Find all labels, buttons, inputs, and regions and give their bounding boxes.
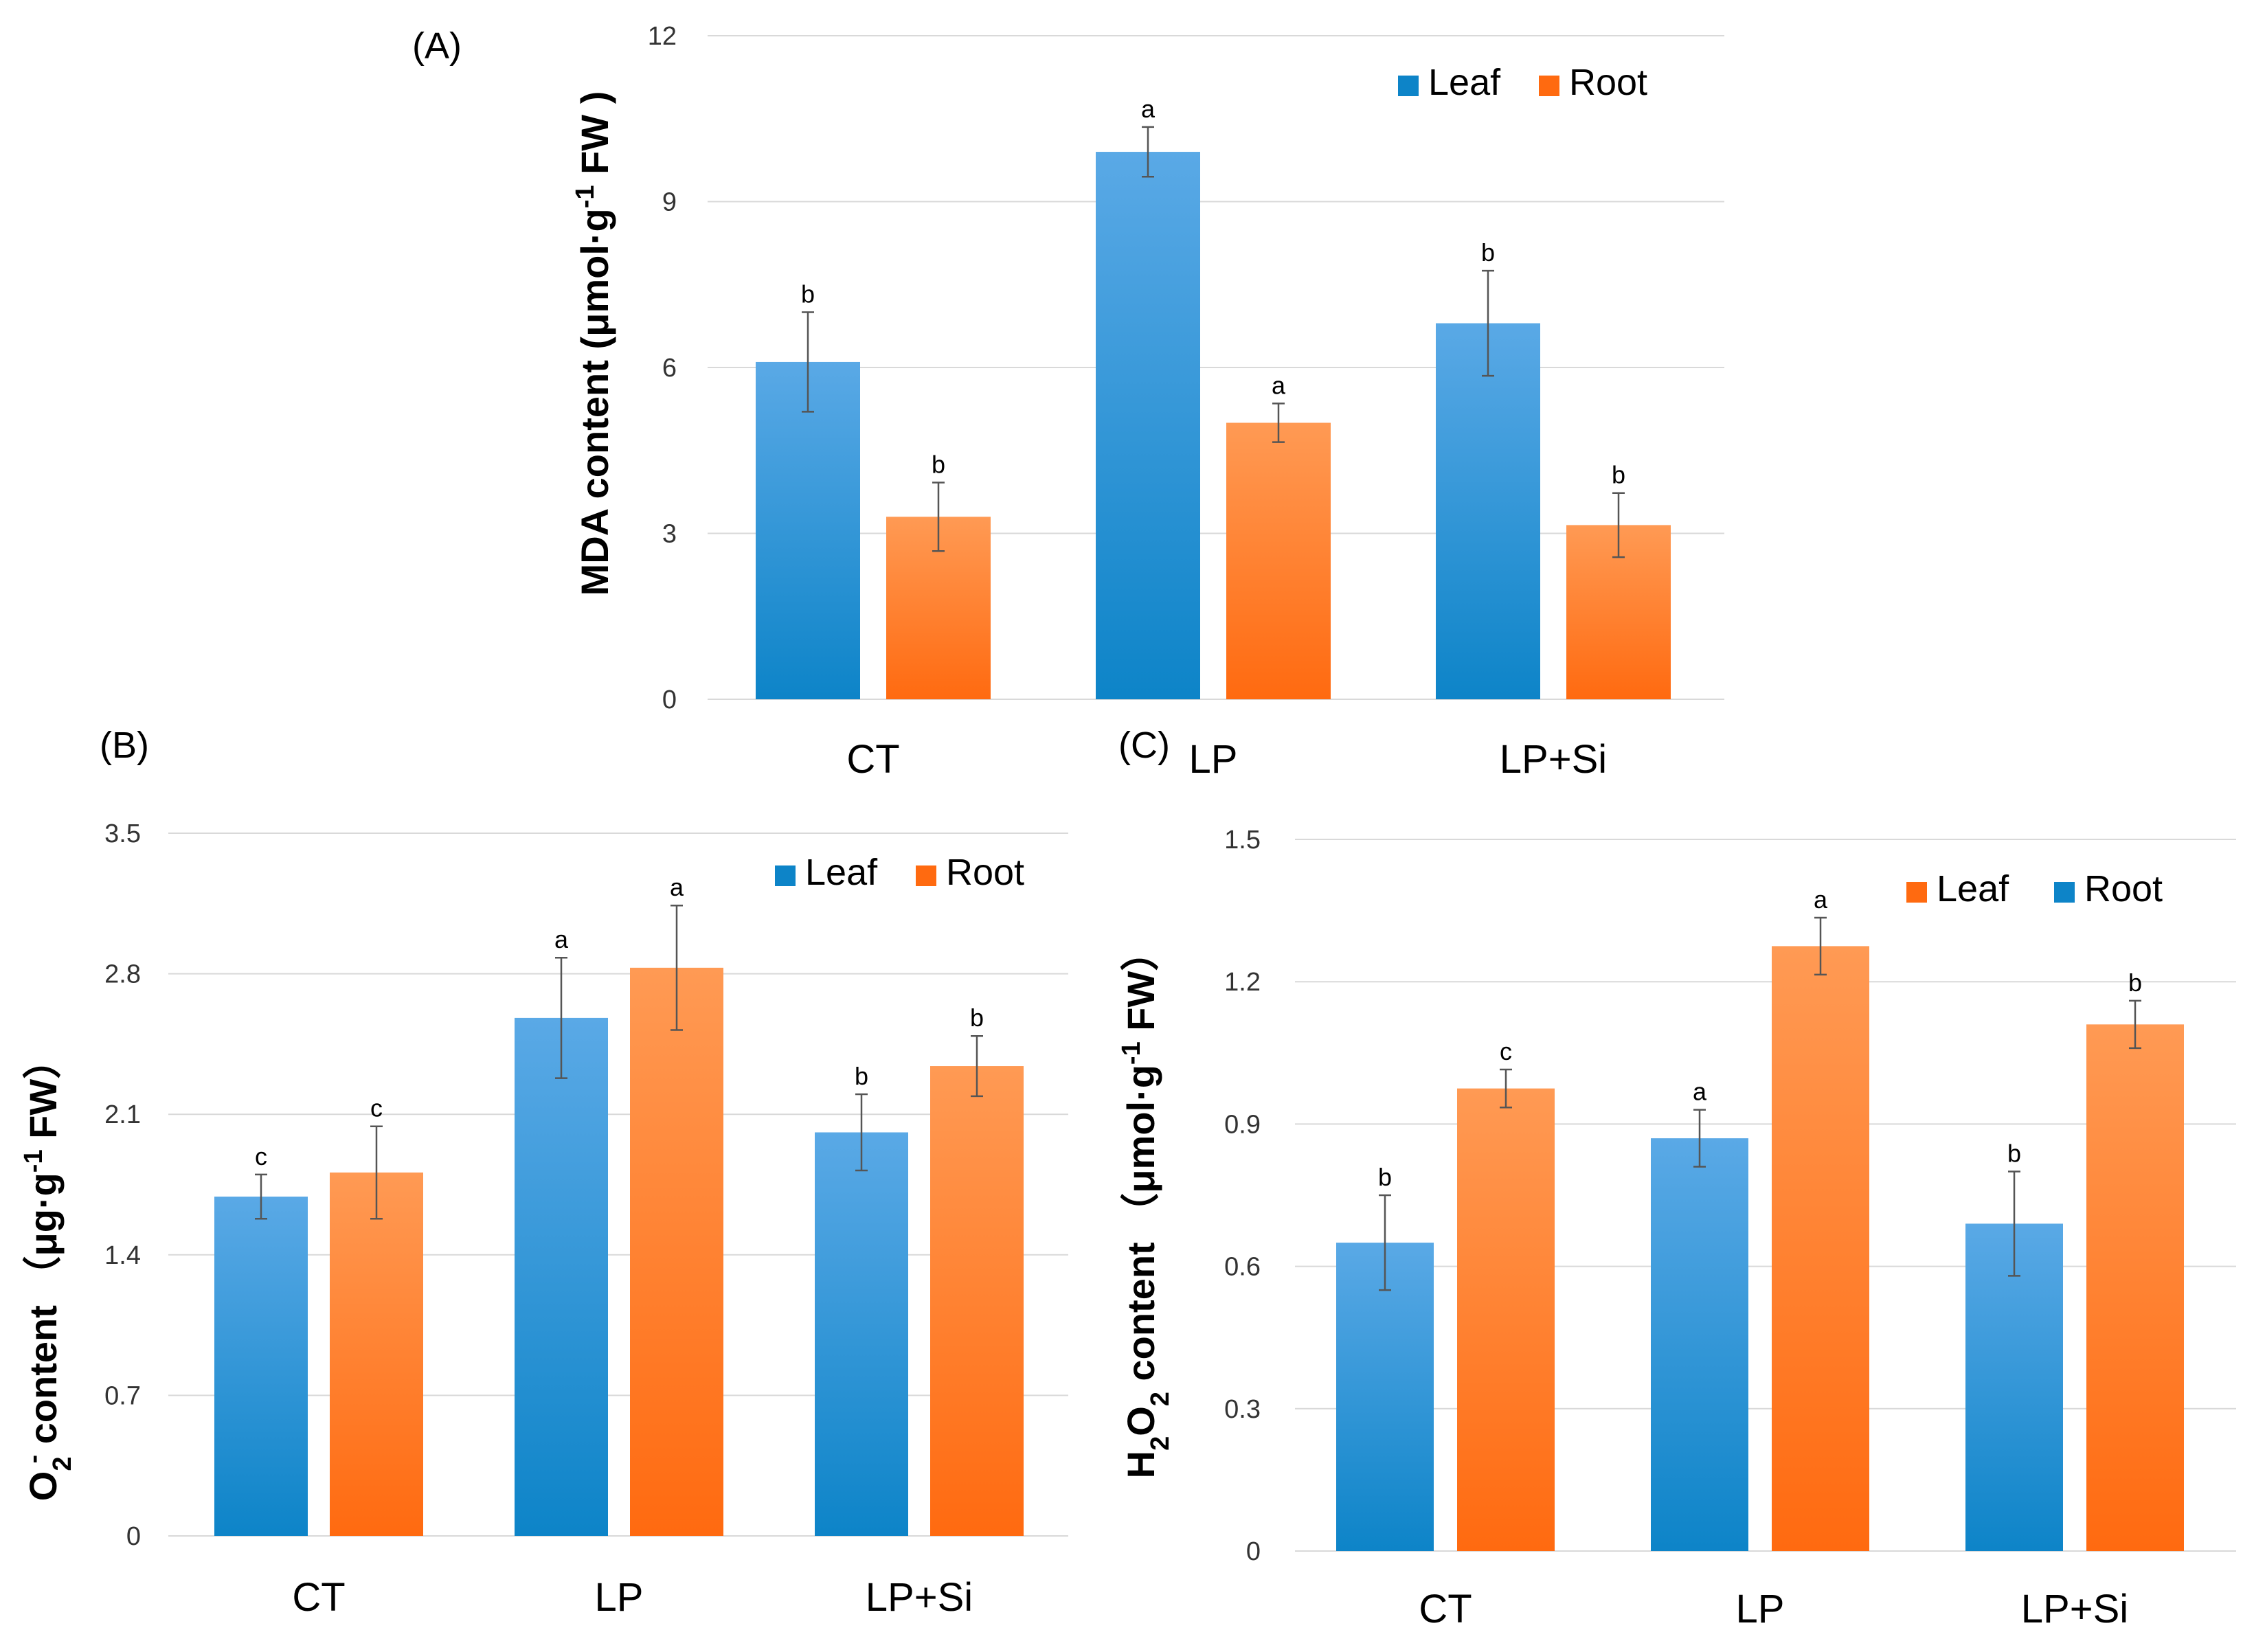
y-tick-label-b: 2.1	[104, 1100, 141, 1129]
bar-c-root-2	[1965, 1223, 2063, 1551]
chart-panel-a: (A) MDA content (μmol·g-1 FW ) 0 3 6 9 12 b b C…	[412, 22, 1724, 782]
bar-c-leaf-1	[1772, 946, 1869, 1551]
significance-letter-b: a	[554, 925, 569, 953]
significance-letter-a: b	[801, 280, 815, 308]
x-tick-label-a: LP+Si	[1500, 737, 1607, 782]
y-axis-label-a: MDA content (μmol·g-1 FW )	[571, 91, 616, 596]
legend-label-a: Root	[1569, 62, 1647, 103]
bar-a-leaf-0	[756, 361, 860, 699]
chart-panel-b: (B) O2- content （μg·g-1 FW） 0 0.7 1.4 2.1 2.…	[19, 725, 1068, 1620]
x-tick-label-c: LP+Si	[2021, 1587, 2128, 1631]
significance-letter-b: c	[370, 1094, 383, 1122]
y-tick-label-a: 0	[662, 686, 677, 714]
y-tick-label-b: 2.8	[104, 960, 141, 989]
x-tick-label-a: LP	[1189, 737, 1238, 782]
bar-a-root-1	[1226, 422, 1331, 699]
bar-b-leaf-1	[515, 1017, 608, 1536]
significance-letter-b: a	[670, 873, 684, 901]
legend-swatch-b	[775, 865, 796, 886]
significance-letter-a: a	[1272, 371, 1286, 399]
bar-b-leaf-0	[214, 1197, 308, 1536]
y-tick-label-a: 6	[662, 354, 677, 383]
significance-letter-a: b	[1481, 238, 1495, 267]
y-tick-label-b: 3.5	[104, 819, 141, 848]
significance-letter-c: b	[1378, 1163, 1392, 1191]
y-tick-label-b: 1.4	[104, 1241, 141, 1270]
legend-swatch-c	[1906, 882, 1927, 903]
bar-c-leaf-2	[2086, 1024, 2184, 1551]
bar-c-root-0	[1336, 1243, 1434, 1551]
significance-letter-b: b	[970, 1004, 984, 1032]
x-tick-label-b: LP+Si	[866, 1575, 973, 1620]
y-axis-label-c: H2O2 content （μmol·g-1 FW）	[1117, 933, 1175, 1479]
bar-b-root-1	[630, 967, 723, 1536]
significance-letter-b: b	[855, 1062, 868, 1090]
y-tick-label-c: 0.6	[1224, 1253, 1261, 1282]
significance-letter-b: c	[255, 1142, 267, 1170]
x-tick-label-a: CT	[846, 737, 899, 782]
y-tick-label-c: 0.3	[1224, 1395, 1261, 1424]
panel-label-a: (A)	[412, 25, 462, 67]
x-tick-label-c: LP	[1736, 1587, 1785, 1631]
legend-label-c: Root	[2084, 868, 2163, 909]
y-tick-label-a: 12	[648, 22, 677, 51]
y-tick-label-a: 9	[662, 188, 677, 217]
significance-letter-c: c	[1500, 1037, 1512, 1065]
legend-swatch-a	[1539, 76, 1559, 96]
legend-label-b: Root	[946, 852, 1024, 893]
x-tick-label-c: CT	[1419, 1587, 1472, 1631]
y-tick-label-b: 0.7	[104, 1381, 141, 1410]
legend-swatch-c	[2054, 882, 2075, 903]
significance-letter-a: a	[1141, 95, 1156, 123]
bar-b-root-2	[930, 1066, 1024, 1536]
bar-c-leaf-0	[1457, 1088, 1555, 1551]
bar-c-root-1	[1651, 1138, 1748, 1551]
significance-letter-c: b	[2128, 969, 2142, 997]
chart-panel-c: (C) H2O2 content （μmol·g-1 FW） 0 0.3 0.6 0.…	[1117, 725, 2236, 1631]
significance-letter-c: a	[1693, 1078, 1707, 1106]
panel-label-c: (C)	[1118, 725, 1170, 766]
bar-b-root-0	[330, 1172, 423, 1536]
legend-swatch-b	[916, 865, 936, 886]
significance-letter-a: b	[932, 450, 945, 478]
legend-swatch-a	[1398, 76, 1419, 96]
bar-b-leaf-2	[815, 1132, 908, 1536]
significance-letter-c: a	[1814, 885, 1828, 914]
significance-letter-a: b	[1612, 461, 1625, 489]
legend-label-a: Leaf	[1428, 62, 1501, 103]
x-tick-label-b: LP	[595, 1575, 644, 1620]
y-tick-label-c: 1.2	[1224, 968, 1261, 997]
panel-label-b: (B)	[100, 725, 149, 766]
y-tick-label-c: 1.5	[1224, 826, 1261, 855]
bar-a-leaf-1	[1096, 152, 1200, 700]
y-tick-label-a: 3	[662, 520, 677, 549]
y-axis-label-b: O2- content （μg·g-1 FW）	[19, 1041, 77, 1501]
legend-label-b: Leaf	[805, 852, 878, 893]
y-tick-label-c: 0	[1246, 1537, 1261, 1566]
x-tick-label-b: CT	[292, 1575, 345, 1620]
legend-label-c: Leaf	[1937, 868, 2009, 909]
significance-letter-c: b	[2007, 1139, 2021, 1167]
y-tick-label-b: 0	[126, 1522, 141, 1551]
bar-a-leaf-2	[1436, 323, 1540, 700]
y-tick-label-c: 0.9	[1224, 1110, 1261, 1139]
